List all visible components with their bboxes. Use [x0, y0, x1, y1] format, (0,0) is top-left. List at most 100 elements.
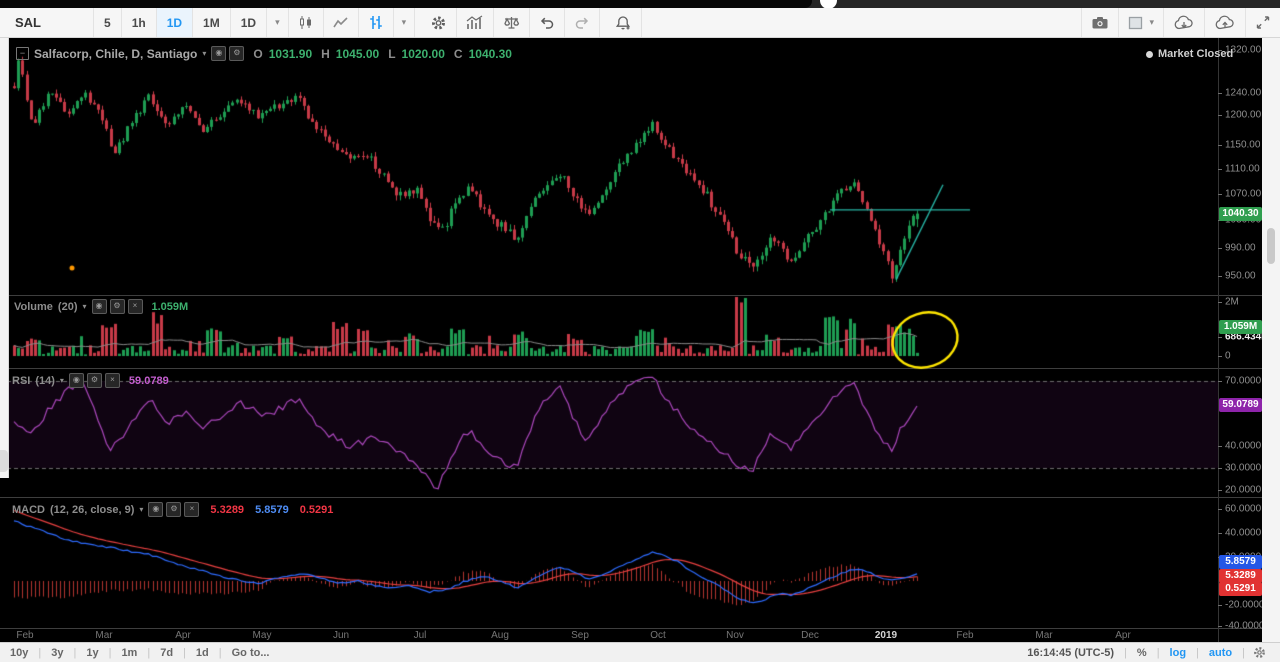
- series-legend-buttons: ◉ ⚙: [211, 46, 245, 61]
- compare-scales-icon[interactable]: [494, 8, 531, 37]
- page-scrollbar[interactable]: [1262, 38, 1280, 642]
- interval-button-5[interactable]: 5: [94, 8, 122, 37]
- axis-label: 0: [1225, 350, 1231, 362]
- interval-button-1d[interactable]: 1D: [231, 8, 268, 37]
- range-button-7d[interactable]: 7d: [160, 646, 174, 659]
- eye-icon[interactable]: ◉: [148, 502, 164, 517]
- interval-caret-icon[interactable]: ▾: [267, 8, 289, 37]
- time-axis-label: Feb: [16, 630, 34, 641]
- macd-line-value: 5.8579: [255, 503, 289, 516]
- axis-badge: 5.8579: [1219, 555, 1262, 569]
- eye-icon[interactable]: ◉: [91, 299, 107, 314]
- market-status-label: Market Closed: [1158, 48, 1234, 60]
- separator: |: [108, 646, 112, 659]
- clock[interactable]: 16:14:45 (UTC-5): [1027, 646, 1115, 659]
- log-scale-button[interactable]: log: [1169, 646, 1187, 659]
- indicators-icon[interactable]: [457, 8, 495, 37]
- eye-icon[interactable]: ◉: [211, 46, 227, 61]
- axis-label: 1240.00: [1225, 87, 1262, 99]
- scrollbar-thumb[interactable]: [1267, 228, 1275, 264]
- range-button-1y[interactable]: 1y: [86, 646, 99, 659]
- interval-button-1d[interactable]: 1D: [156, 8, 194, 37]
- redo-icon[interactable]: [565, 8, 601, 37]
- range-button-3y[interactable]: 3y: [51, 646, 64, 659]
- toolbar-spacer: [642, 8, 1081, 37]
- range-button-10y[interactable]: 10y: [10, 646, 29, 659]
- axis-label: 1320.00: [1225, 44, 1262, 56]
- axis-label: 686.434K: [1225, 331, 1262, 343]
- close-icon[interactable]: ×: [184, 502, 200, 517]
- alert-bell-icon[interactable]: [606, 8, 643, 37]
- rsi-legend-buttons: ◉ ⚙ ×: [68, 373, 120, 388]
- settings-icon[interactable]: [421, 8, 458, 37]
- axis-label: 1150.00: [1225, 139, 1261, 151]
- range-button-1d[interactable]: 1d: [195, 646, 209, 659]
- close-label: C: [453, 46, 463, 61]
- drawing-toolbar-rail[interactable]: [0, 38, 9, 478]
- low-value: 1020.00: [401, 46, 445, 61]
- percent-scale-button[interactable]: %: [1136, 646, 1147, 659]
- bars-icon[interactable]: [359, 8, 394, 37]
- open-value: 1031.90: [268, 46, 313, 61]
- axis-label: 40.0000: [1225, 527, 1262, 539]
- volume-legend-buttons: ◉ ⚙ ×: [91, 299, 143, 314]
- volume-param: (20): [57, 300, 78, 313]
- eye-icon[interactable]: ◉: [68, 373, 84, 388]
- gear-icon[interactable]: ⚙: [229, 46, 245, 61]
- rsi-param: (14): [35, 374, 55, 387]
- axis-tick: [1218, 144, 1222, 146]
- time-axis-label: Feb: [956, 630, 974, 641]
- undo-icon[interactable]: [530, 8, 566, 37]
- axis-tick: [1218, 446, 1222, 447]
- camera-icon[interactable]: [1081, 8, 1118, 37]
- main-series-legend: − Salfacorp, Chile, D, Santiago ▾ ◉ ⚙ O 10…: [16, 46, 512, 61]
- macd-legend-buttons: ◉ ⚙ ×: [148, 502, 200, 517]
- macd-caret-icon[interactable]: ▾: [139, 505, 144, 514]
- close-value: 1040.30: [468, 46, 512, 61]
- cloud-upload-icon[interactable]: [1204, 8, 1245, 37]
- axis-tick: [1218, 381, 1222, 382]
- axis-tick: [1218, 626, 1222, 627]
- style-caret-icon[interactable]: ▾: [394, 8, 416, 37]
- interval-button-1m[interactable]: 1M: [193, 8, 231, 37]
- gear-icon[interactable]: ⚙: [86, 373, 102, 388]
- goto-button[interactable]: Go to...: [231, 646, 270, 659]
- bottom-toolbar: 10y | 3y | 1y | 1m | 7d | 1d | Go to... 16:14:45 (…: [0, 642, 1280, 662]
- axis-label: 20.0000: [1225, 484, 1262, 496]
- axis-tick: [1218, 92, 1222, 94]
- layout-caret-icon[interactable]: ▾: [1149, 17, 1154, 27]
- series-caret-icon[interactable]: ▾: [202, 49, 207, 58]
- gear-icon[interactable]: ⚙: [109, 299, 125, 314]
- separator: |: [147, 646, 151, 659]
- gear-icon[interactable]: ⚙: [166, 502, 182, 517]
- time-axis-label: May: [252, 630, 272, 641]
- close-icon[interactable]: ×: [104, 373, 120, 388]
- close-icon[interactable]: ×: [127, 299, 143, 314]
- market-status: Market Closed: [1146, 48, 1233, 60]
- rsi-caret-icon[interactable]: ▾: [59, 376, 64, 385]
- range-button-1m[interactable]: 1m: [121, 646, 138, 659]
- axis-badge: 0.5291: [1219, 582, 1262, 596]
- separator: |: [1242, 646, 1245, 659]
- cloud-download-icon[interactable]: [1163, 8, 1204, 37]
- open-label: O: [253, 46, 263, 61]
- chart-region[interactable]: − Salfacorp, Chile, D, Santiago ▾ ◉ ⚙ O 10…: [0, 38, 1262, 642]
- interval-button-1h[interactable]: 1h: [122, 8, 157, 37]
- fullscreen-icon[interactable]: [1245, 8, 1280, 37]
- layout-icon[interactable]: ▾: [1118, 8, 1163, 37]
- separator: |: [73, 646, 77, 659]
- auto-scale-button[interactable]: auto: [1208, 646, 1233, 659]
- candles-icon[interactable]: [289, 8, 324, 37]
- scale-settings-gear-icon[interactable]: [1245, 646, 1280, 659]
- line-chart-icon[interactable]: [324, 8, 359, 37]
- collapse-legend-icon[interactable]: −: [16, 47, 29, 60]
- rail-collapse-tab[interactable]: [0, 450, 8, 472]
- axis-label: -20.0000: [1225, 599, 1262, 611]
- axis-label: 60.0000: [1225, 503, 1262, 515]
- time-axis-label: 2019: [874, 630, 898, 641]
- time-axis-label: Aug: [491, 630, 509, 641]
- volume-caret-icon[interactable]: ▾: [82, 302, 87, 311]
- address-bar-remnant: [0, 0, 812, 8]
- browser-chrome-strip: [0, 0, 1280, 9]
- symbol-search-input[interactable]: SAL: [0, 8, 94, 37]
